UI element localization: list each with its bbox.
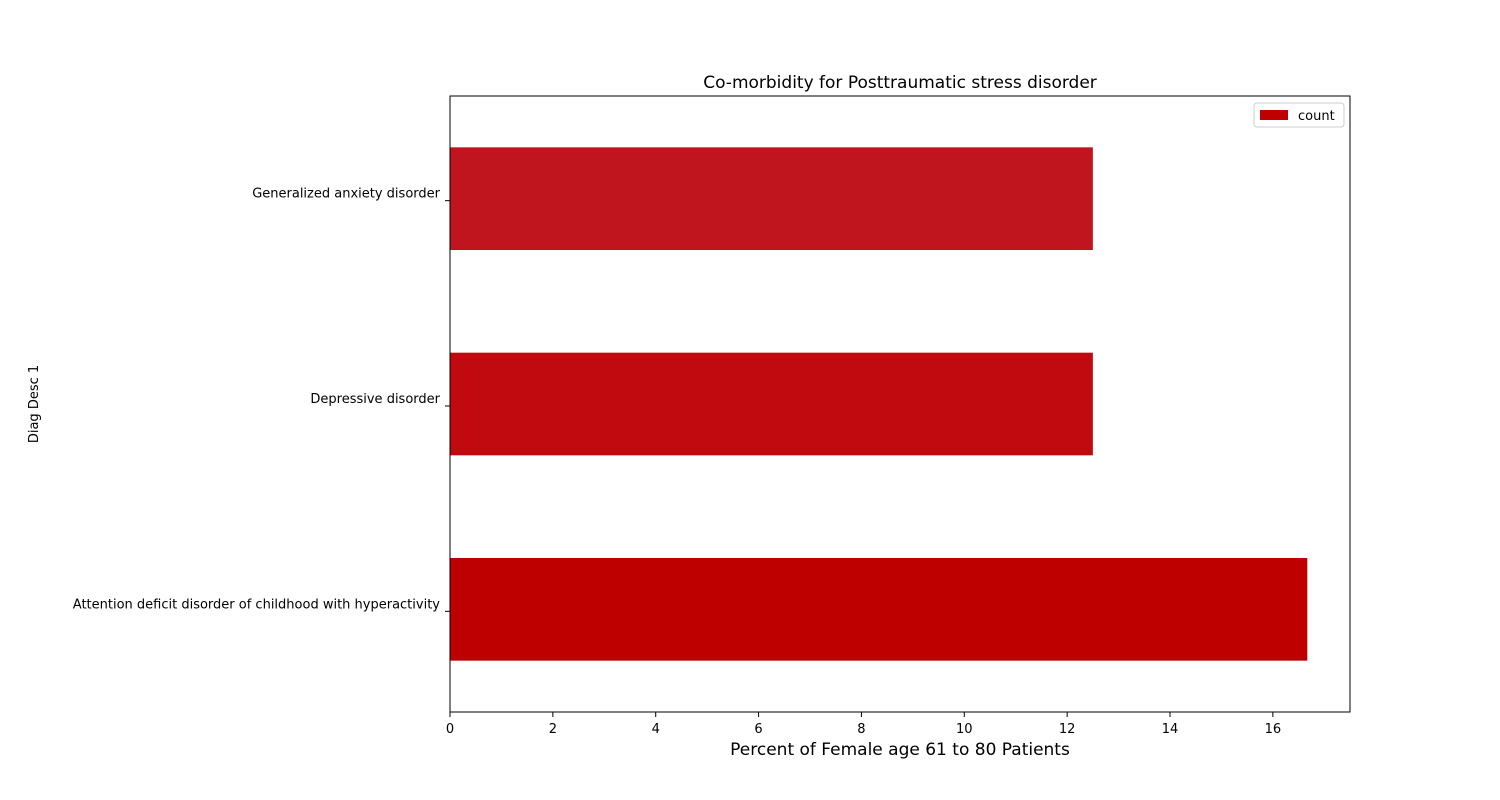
legend-swatch xyxy=(1260,110,1288,120)
bar xyxy=(450,558,1308,661)
x-axis-title: Percent of Female age 61 to 80 Patients xyxy=(730,740,1070,760)
bar xyxy=(450,352,1093,456)
chart-title: Co-morbidity for Posttraumatic stress di… xyxy=(703,73,1097,93)
x-tick-label: 16 xyxy=(1265,722,1282,737)
x-tick-label: 2 xyxy=(549,722,557,737)
x-axis-ticks: 0 2 4 6 8 10 12 14 16 xyxy=(446,712,1281,737)
legend: count xyxy=(1253,102,1345,128)
y-tick-label: Depressive disorder xyxy=(310,392,440,407)
y-axis-ticks: Attention deficit disorder of childhood … xyxy=(73,187,450,612)
x-tick-label: 14 xyxy=(1162,722,1179,737)
x-tick-label: 10 xyxy=(956,722,973,737)
legend-frame xyxy=(1253,102,1345,128)
x-tick-label: 6 xyxy=(754,722,762,737)
x-tick-label: 12 xyxy=(1059,722,1076,737)
y-tick-label: Attention deficit disorder of childhood … xyxy=(73,597,441,612)
bars-layer xyxy=(450,147,1308,661)
x-tick-label: 0 xyxy=(446,722,454,737)
bar xyxy=(450,147,1093,250)
x-tick-label: 4 xyxy=(652,722,660,737)
y-tick-label: Generalized anxiety disorder xyxy=(252,187,440,202)
legend-label: count xyxy=(1298,109,1335,124)
plot-frame xyxy=(449,95,1351,713)
y-axis-title: Diag Desc 1 xyxy=(27,365,42,443)
x-tick-label: 8 xyxy=(857,722,865,737)
